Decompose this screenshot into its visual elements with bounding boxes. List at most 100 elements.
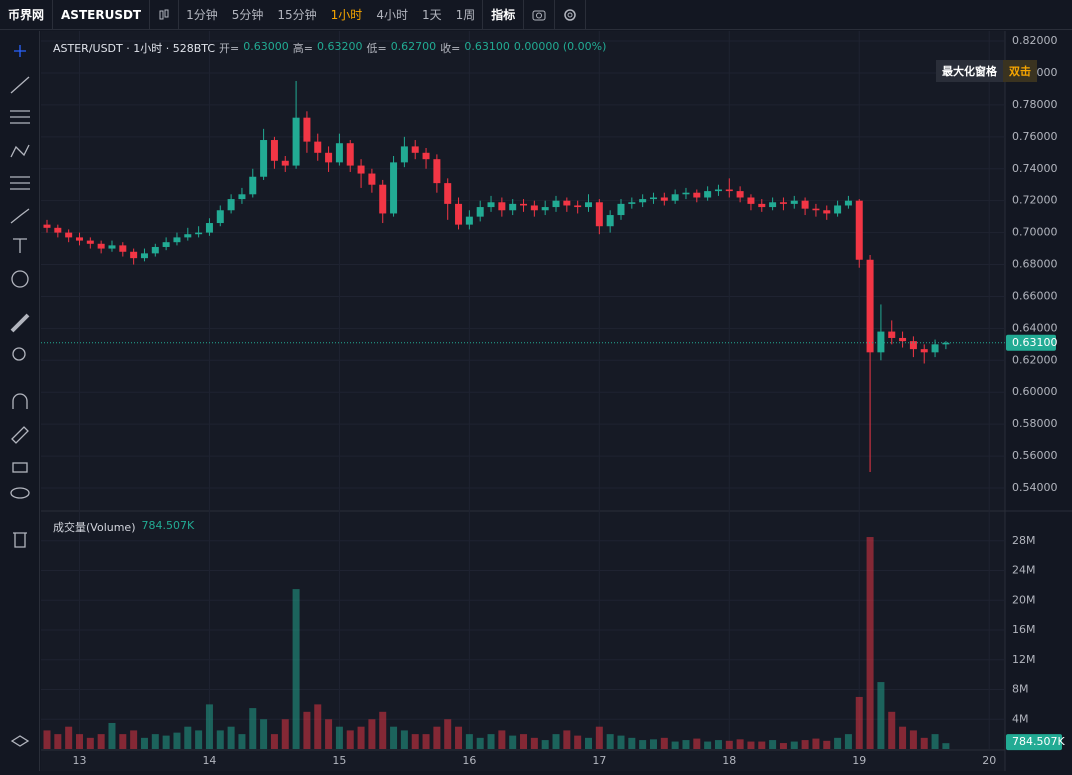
volume-bar	[411, 734, 419, 749]
crosshair[interactable]	[14, 45, 26, 57]
candle-body	[769, 202, 777, 208]
text-tool[interactable]	[13, 238, 27, 253]
eye[interactable]	[10, 487, 30, 499]
ohlc-label: 低=	[366, 42, 387, 55]
volume-bar	[747, 741, 755, 749]
x-tick-label: 14	[202, 754, 216, 767]
interval[interactable]: 15分钟	[277, 8, 317, 22]
interval[interactable]: 1分钟	[186, 8, 218, 22]
volume-bar	[942, 743, 950, 749]
emoji[interactable]	[11, 270, 29, 288]
volume-bar	[227, 726, 235, 749]
volume-name: 成交量(Volume)	[53, 521, 136, 534]
interval[interactable]: 1小时	[330, 8, 363, 22]
candle-body	[541, 207, 549, 211]
candle-body	[920, 349, 928, 353]
trash[interactable]	[13, 532, 27, 548]
volume-bar	[790, 741, 798, 749]
volume-bar	[65, 726, 73, 749]
parallel-lines[interactable]	[10, 110, 30, 124]
candle-body	[725, 189, 733, 192]
magnet[interactable]	[12, 393, 28, 409]
volume-bar	[758, 741, 766, 749]
candle-body	[346, 143, 354, 166]
volume-bar	[693, 738, 701, 749]
candle-body	[574, 205, 582, 208]
volume-bar	[455, 726, 463, 749]
interval[interactable]: 1天	[421, 8, 442, 22]
candle-body	[476, 207, 484, 217]
candle-body	[119, 245, 127, 252]
layers[interactable]	[10, 735, 30, 747]
lock-draw[interactable]	[11, 426, 29, 444]
volume-bar	[899, 726, 907, 749]
volume-bar	[325, 719, 333, 749]
candle-body	[888, 331, 896, 338]
candle-body	[823, 210, 831, 214]
candle-body	[314, 141, 322, 153]
volume-bar	[162, 735, 170, 749]
volume-bar	[909, 730, 917, 749]
x-tick-label: 19	[852, 754, 866, 767]
indicators[interactable]: 指标	[483, 0, 525, 30]
trend-line[interactable]	[10, 76, 30, 94]
last-price-box	[1006, 334, 1056, 351]
volume-bar	[877, 682, 885, 749]
candle-body	[639, 199, 647, 203]
camera[interactable]	[524, 0, 556, 30]
volume-bar	[130, 730, 138, 749]
y-tick-label: 8M	[1012, 683, 1029, 696]
volume-bar	[487, 734, 495, 749]
volume-bar	[866, 537, 874, 749]
last-volume-label: 784.507K	[1012, 735, 1065, 748]
y-tick-label: 0.78000	[1012, 98, 1058, 111]
candle-body	[487, 202, 495, 208]
fib[interactable]	[10, 176, 30, 190]
volume-bar	[801, 740, 809, 749]
candle-body	[151, 246, 159, 254]
volume-bar	[736, 739, 744, 749]
candle-body	[931, 344, 939, 353]
settings[interactable]	[555, 0, 587, 30]
chart-type-icon[interactable]	[150, 0, 180, 30]
brush[interactable]	[10, 208, 30, 224]
y-tick-label: 0.68000	[1012, 258, 1058, 271]
volume-bar	[433, 726, 441, 749]
candle-body	[75, 237, 83, 241]
volume-bar	[530, 737, 538, 749]
volume-bar	[682, 740, 690, 749]
candle-body	[455, 203, 463, 225]
logo: 币界网	[0, 0, 54, 30]
ohlc-value: 0.63100	[464, 40, 510, 53]
candle-body	[649, 197, 657, 200]
volume-bar	[465, 734, 473, 749]
volume-bar	[585, 737, 592, 749]
interval[interactable]: 4小时	[376, 8, 408, 22]
volume-bar	[346, 730, 354, 749]
candle-body	[184, 234, 192, 238]
interval[interactable]: 5分钟	[231, 8, 264, 22]
volume-bar	[844, 734, 852, 749]
volume-bar	[779, 743, 787, 749]
ruler[interactable]	[10, 313, 30, 333]
candle-body	[249, 176, 257, 195]
x-tick-label: 15	[332, 754, 346, 767]
volume-bar	[281, 719, 289, 749]
lock[interactable]	[12, 462, 28, 473]
volume-bar	[476, 737, 484, 749]
zoom[interactable]	[12, 347, 26, 361]
volume-bar	[671, 741, 679, 749]
interval[interactable]: 1周	[455, 8, 476, 22]
volume-bar	[400, 730, 408, 749]
symbol[interactable]: ASTERUSDT	[53, 0, 151, 30]
y-tick-label: 0.54000	[1012, 481, 1058, 494]
intervals: 1分钟 5分钟 15分钟 1小时 4小时 1天 1周	[179, 0, 484, 30]
y-tick-label: 0.66000	[1012, 289, 1058, 302]
pattern[interactable]	[10, 144, 30, 158]
candle-body	[86, 240, 94, 244]
y-tick-label: 16M	[1012, 623, 1036, 636]
volume-bar	[97, 734, 105, 749]
candle-body	[877, 331, 885, 353]
volume-bar	[823, 740, 831, 749]
candle-body	[54, 227, 62, 233]
